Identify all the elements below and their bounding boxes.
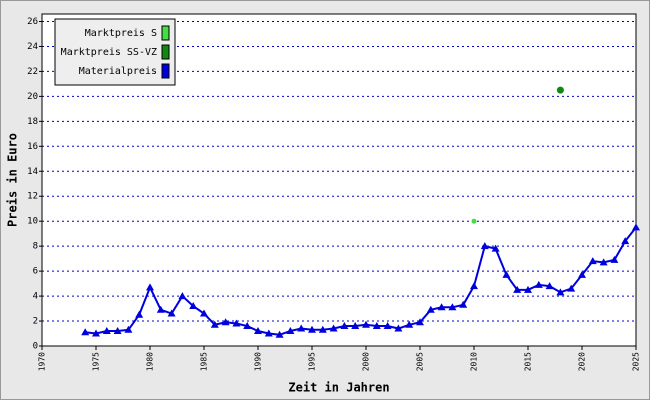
marker (178, 292, 187, 300)
marker (426, 305, 435, 313)
x-tick-label: 2000 (362, 352, 371, 371)
y-tick-label: 0 (33, 342, 38, 352)
x-tick-label: 2020 (578, 352, 587, 371)
marker (340, 322, 349, 330)
marker (534, 280, 543, 288)
marker (610, 255, 619, 263)
marker (243, 322, 252, 330)
marker (578, 270, 586, 278)
marker (113, 327, 122, 335)
marker (167, 309, 176, 317)
plot-border (41, 13, 637, 347)
point (471, 218, 477, 224)
marker (588, 257, 597, 265)
marker (124, 325, 133, 333)
marker (297, 324, 306, 332)
marker (621, 237, 630, 245)
marker (146, 283, 154, 291)
y-tick-label: 20 (27, 92, 38, 102)
marker (459, 300, 468, 308)
y-tick-label: 16 (27, 142, 38, 152)
x-tick-label: 1975 (92, 352, 101, 371)
marker (81, 328, 90, 336)
x-tick-label: 1985 (200, 352, 209, 371)
marker (200, 309, 208, 317)
marker (92, 329, 100, 337)
marker (189, 302, 198, 310)
legend-swatch (161, 63, 170, 79)
marker (329, 324, 338, 332)
marker (308, 325, 316, 333)
y-tick-label: 14 (27, 167, 38, 177)
marker (286, 327, 295, 335)
x-tick-label: 1980 (146, 352, 155, 371)
marker (156, 305, 165, 313)
y-tick-label: 4 (33, 292, 38, 302)
y-tick-label: 8 (33, 242, 38, 252)
x-tick-label: 2025 (632, 352, 641, 371)
point (556, 86, 564, 94)
marker (254, 327, 262, 335)
marker (372, 322, 381, 330)
marker (416, 318, 424, 326)
y-tick-label: 12 (27, 192, 38, 202)
y-axis-title: Preis in Euro (6, 133, 20, 227)
legend-swatch (161, 44, 170, 60)
marker (632, 223, 640, 231)
marker (545, 282, 554, 290)
x-tick-label: 1970 (38, 352, 47, 371)
y-tick-label: 10 (27, 217, 38, 227)
marker (135, 310, 144, 318)
y-tick-label: 22 (27, 67, 38, 77)
marker (232, 319, 241, 327)
marker (210, 320, 219, 328)
x-axis-title: Zeit in Jahren (288, 381, 389, 395)
marker (383, 322, 392, 330)
legend-label: Marktpreis S (85, 28, 157, 39)
legend-swatch (161, 25, 170, 41)
marker (599, 258, 608, 266)
line (85, 226, 637, 336)
marker (567, 284, 576, 292)
legend-label: Marktpreis SS-VZ (61, 47, 157, 58)
marker (405, 320, 414, 328)
marker (362, 320, 370, 328)
marker (470, 282, 478, 290)
marker (556, 288, 565, 296)
marker (491, 244, 500, 252)
marker (275, 330, 284, 338)
x-tick-label: 2015 (524, 352, 533, 371)
x-tick-label: 1995 (308, 352, 317, 371)
marker (524, 285, 532, 293)
marker (437, 303, 446, 311)
marker (394, 324, 403, 332)
x-tick-label: 2010 (470, 352, 479, 371)
marker (221, 318, 230, 326)
marker (102, 327, 111, 335)
legend-box (54, 18, 176, 86)
y-tick-label: 24 (27, 42, 38, 52)
marker (351, 322, 360, 330)
x-tick-label: 2005 (416, 352, 425, 371)
y-tick-label: 6 (33, 267, 38, 277)
legend-label: Materialpreis (79, 66, 157, 77)
marker (264, 329, 273, 337)
marker (502, 270, 511, 278)
marker (318, 325, 327, 333)
y-tick-label: 26 (27, 17, 38, 27)
marker (513, 285, 522, 293)
y-tick-label: 2 (33, 317, 38, 327)
marker (448, 303, 457, 311)
y-tick-label: 18 (27, 117, 38, 127)
x-tick-label: 1990 (254, 352, 263, 371)
marker (480, 242, 489, 250)
